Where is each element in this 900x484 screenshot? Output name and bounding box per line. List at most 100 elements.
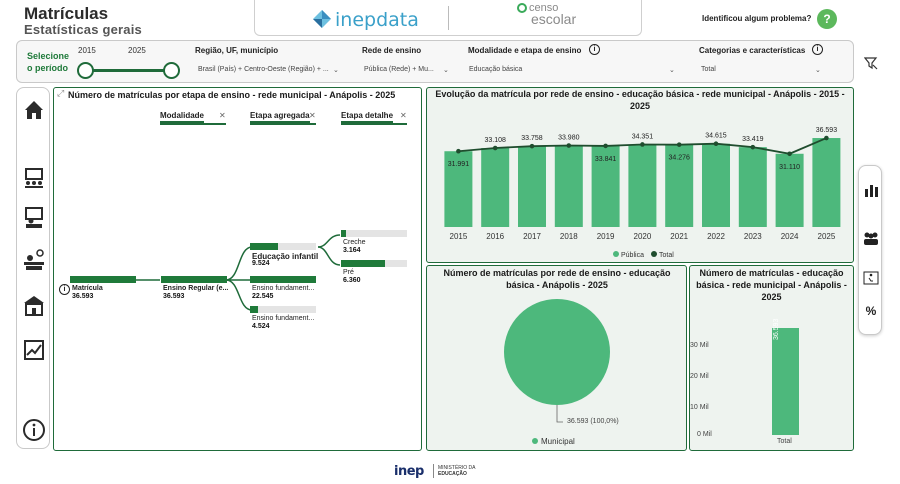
tree-node-level2-2-bar[interactable] (250, 306, 258, 313)
evolution-bar[interactable] (481, 148, 510, 227)
page-title: Matrículas (24, 4, 109, 23)
inep-footer-logo: inep (394, 464, 424, 479)
evolution-data-label: 33.758 (521, 135, 543, 142)
evolution-chart[interactable]: 31.991 2015 33.108 2016 33.758 2017 33.980 2018… (426, 110, 854, 262)
categories-filter-value[interactable]: Total (701, 66, 716, 73)
evolution-total-point[interactable] (566, 143, 572, 148)
tree-node-level2-2-value: 4.524 (252, 323, 270, 330)
evolution-total-point[interactable] (676, 142, 682, 147)
school-staff-icon[interactable] (21, 248, 47, 272)
evolution-data-label: 33.841 (595, 156, 617, 163)
tree-node-level2-0-bar[interactable] (250, 243, 278, 250)
info-icon[interactable] (21, 418, 47, 442)
percent-icon[interactable]: % (865, 304, 877, 318)
evolution-bar[interactable] (812, 138, 841, 227)
tree-node-level3-0-bar[interactable] (341, 230, 346, 237)
tree-node-level2-2-bar-bg (250, 306, 316, 313)
evolution-bar[interactable] (591, 145, 620, 227)
tree-node-regular-value: 36.593 (163, 293, 185, 300)
left-nav (16, 87, 50, 449)
network-filter-value[interactable]: Pública (Rede) + Mu... (364, 66, 434, 73)
evolution-bar[interactable] (518, 146, 546, 227)
trend-chart-icon[interactable] (21, 338, 47, 362)
ministerio-logo: MINISTÉRIO DA EDUCAÇÃO (438, 465, 476, 477)
evolution-bar[interactable] (775, 153, 804, 227)
evolution-total-point[interactable] (456, 148, 461, 154)
period-label-line2: o período (27, 63, 68, 73)
footer-divider (433, 464, 434, 478)
period-slider-start-handle[interactable] (77, 62, 94, 79)
bar-chart-icon[interactable] (862, 182, 880, 198)
evolution-bar[interactable] (554, 145, 583, 227)
evolution-data-label: 31.991 (448, 161, 470, 168)
network-filter-chevron-icon[interactable]: ⌄ (443, 67, 449, 74)
y-tick-20: 20 Mil (690, 373, 709, 380)
evolution-total-point[interactable] (824, 135, 829, 141)
evolution-total-point[interactable] (713, 141, 719, 147)
legend-total-label: Total (659, 252, 674, 259)
tab-underline (250, 123, 316, 125)
tab-etapa-agregada-close-icon[interactable]: ✕ (309, 111, 316, 120)
evolution-bar[interactable] (665, 144, 694, 227)
evolution-bar[interactable] (628, 144, 657, 227)
categories-filter-chevron-icon[interactable]: ⌄ (815, 67, 821, 74)
evolution-bar[interactable] (702, 143, 730, 227)
pie-slice-municipal[interactable] (504, 299, 610, 405)
tab-etapa-detalhe-close-icon[interactable]: ✕ (400, 111, 407, 120)
tab-etapa-agregada[interactable]: Etapa agregada (250, 111, 310, 123)
period-slider-track[interactable] (85, 69, 171, 72)
home-icon[interactable] (21, 98, 47, 122)
evolution-total-point[interactable] (529, 143, 535, 149)
classroom-icon[interactable] (21, 166, 47, 190)
year-end: 2025 (128, 46, 146, 55)
evolution-x-tick: 2024 (781, 232, 799, 241)
people-icon[interactable] (862, 230, 880, 246)
evolution-x-tick: 2016 (486, 232, 504, 241)
evolution-total-point[interactable] (640, 142, 645, 147)
help-icon[interactable]: ? (817, 9, 837, 29)
pie-chart[interactable] (426, 290, 687, 450)
report-problem-text[interactable]: Identificou algum problema? (702, 14, 812, 23)
tree-node-root-bar[interactable] (70, 276, 136, 283)
total-title: Número de matrículas - educação básica -… (696, 268, 847, 302)
tab-modalidade-close-icon[interactable]: ✕ (219, 111, 226, 120)
inepdata-logo[interactable]: inepdata (335, 9, 419, 31)
accessibility-icon[interactable] (862, 270, 880, 286)
tree-node-level3-1-bar[interactable] (341, 260, 386, 267)
censo-escolar-logo[interactable]: censo escolar (517, 3, 576, 27)
region-filter-value[interactable]: Brasil (País) + Centro-Oeste (Região) + … (198, 66, 329, 73)
evolution-data-label: 33.419 (742, 136, 764, 143)
tree-node-level2-1-bar[interactable] (250, 276, 316, 283)
modality-info-icon[interactable]: i (589, 44, 600, 55)
school-building-icon[interactable] (21, 294, 47, 318)
pie-legend-marker (532, 438, 538, 444)
evolution-x-tick: 2018 (560, 232, 578, 241)
tab-etapa-detalhe[interactable]: Etapa detalhe (341, 111, 394, 123)
tree-node-regular-bar[interactable] (161, 276, 227, 283)
tree-node-level2-0-label: Educação infantil (252, 252, 319, 261)
legend-publica-marker (613, 251, 619, 257)
total-bar[interactable] (772, 328, 799, 435)
evolution-total-point[interactable] (603, 143, 608, 149)
region-filter-chevron-icon[interactable]: ⌄ (333, 67, 339, 74)
categories-info-icon[interactable]: i (812, 44, 823, 55)
censo-logo-text-1: censo (529, 2, 559, 14)
teacher-icon[interactable] (21, 206, 47, 230)
modality-filter-chevron-icon[interactable]: ⌄ (669, 67, 675, 74)
tab-underline (160, 123, 226, 125)
evolution-bar[interactable] (444, 151, 473, 227)
evolution-data-label: 34.615 (705, 133, 727, 140)
tree-info-icon[interactable]: i (59, 284, 70, 295)
tree-node-level2-1-label: Ensino fundament... (252, 285, 315, 292)
period-slider-end-handle[interactable] (163, 62, 180, 79)
tree-node-level2-0-bar-bg (250, 243, 316, 250)
tab-modalidade[interactable]: Modalidade (160, 111, 205, 123)
expand-icon[interactable]: ⤢ (57, 88, 65, 98)
evolution-total-point[interactable] (750, 144, 756, 150)
modality-filter-value[interactable]: Educação básica (469, 66, 523, 73)
evolution-total-point[interactable] (787, 151, 792, 157)
clear-filters-icon[interactable] (864, 56, 878, 70)
evolution-total-point[interactable] (492, 145, 498, 151)
evolution-bar[interactable] (738, 147, 767, 227)
tree-node-level2-1-value: 22.545 (252, 293, 274, 300)
